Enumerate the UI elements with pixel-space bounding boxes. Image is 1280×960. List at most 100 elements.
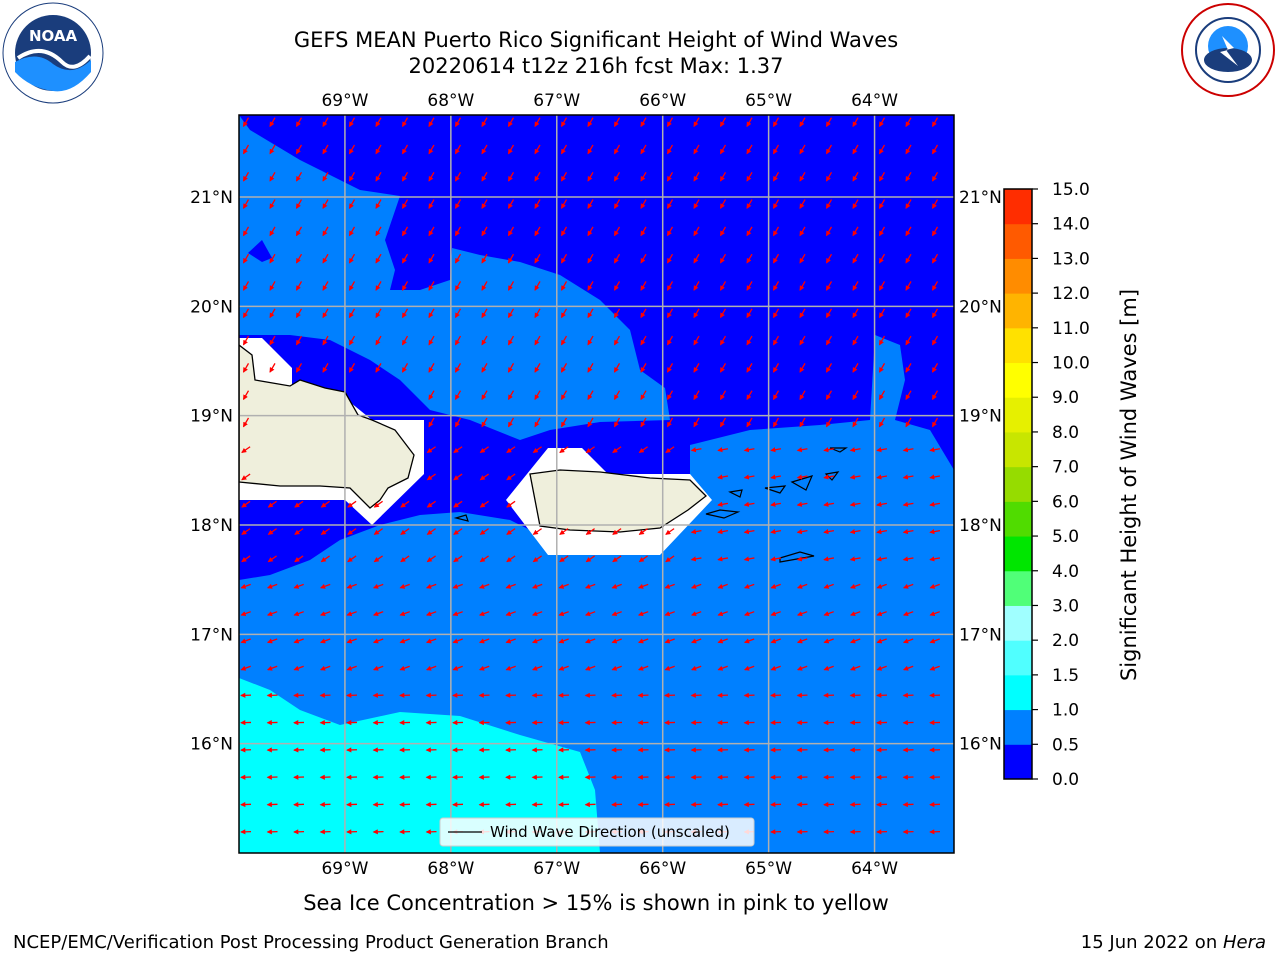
wave-direction-arrow — [346, 583, 357, 589]
wave-direction-arrow — [348, 363, 356, 373]
wave-direction-arrow — [241, 500, 251, 508]
wave-direction-arrow — [242, 199, 250, 209]
nws-logo-icon — [1181, 3, 1275, 97]
wave-direction-arrow — [481, 390, 488, 401]
wave-direction-arrow — [902, 556, 914, 562]
wave-direction-arrow — [240, 665, 251, 671]
wave-direction-arrow — [531, 583, 543, 589]
wave-direction-arrow — [401, 199, 409, 209]
wave-direction-arrow — [478, 638, 490, 644]
colorbar-segment — [1004, 570, 1032, 606]
wave-direction-arrow — [295, 363, 303, 373]
wave-direction-arrow — [428, 117, 435, 128]
wave-direction-arrow — [612, 446, 622, 454]
wave-direction-arrow — [905, 199, 912, 209]
wave-direction-arrow — [796, 474, 808, 480]
wave-direction-arrow — [931, 308, 939, 319]
colorbar-tick-label: 0.5 — [1052, 735, 1079, 755]
wave-direction-arrow — [453, 473, 463, 481]
wave-direction-arrow — [560, 144, 568, 155]
wave-direction-arrow — [269, 308, 276, 319]
wave-direction-arrow — [428, 363, 435, 373]
wave-direction-arrow — [452, 638, 463, 644]
wave-direction-arrow — [479, 528, 489, 535]
wave-direction-arrow — [375, 308, 382, 319]
wave-direction-arrow — [799, 335, 806, 346]
wave-direction-arrow — [348, 171, 356, 182]
lat-tick-label-right: 17°N — [959, 625, 1002, 645]
wave-direction-arrow — [799, 226, 806, 237]
wave-direction-arrow — [507, 253, 515, 264]
wave-direction-arrow — [372, 611, 384, 617]
wave-direction-arrow — [587, 308, 594, 319]
wave-direction-arrow — [719, 117, 727, 128]
wave-direction-arrow — [322, 335, 329, 346]
wave-direction-arrow — [372, 638, 384, 644]
wave-direction-arrow — [613, 417, 621, 428]
wave-direction-arrow — [852, 308, 859, 319]
colorbar-tick-label: 11.0 — [1052, 319, 1090, 339]
wave-direction-arrow — [242, 335, 250, 346]
wave-direction-arrow — [375, 199, 382, 209]
wave-direction-arrow — [401, 171, 409, 182]
lat-tick-label-left: 21°N — [190, 188, 233, 208]
wave-direction-arrow — [852, 363, 859, 373]
wave-direction-arrow — [375, 226, 382, 237]
wave-direction-arrow — [905, 226, 912, 237]
wave-direction-arrow — [746, 253, 753, 264]
wave-direction-arrow — [322, 199, 329, 209]
wave-direction-arrow — [560, 253, 568, 264]
wave-direction-arrow — [454, 226, 462, 237]
graticule — [239, 115, 954, 853]
wave-direction-arrow — [613, 144, 621, 155]
wave-direction-arrow — [825, 226, 833, 237]
wave-direction-arrow — [746, 390, 753, 401]
wave-direction-arrow — [348, 253, 356, 264]
wave-direction-arrow — [905, 253, 912, 264]
colorbar-tick-label: 4.0 — [1052, 562, 1079, 582]
lat-tick-label-left: 16°N — [190, 735, 233, 755]
wave-direction-arrow — [746, 171, 753, 182]
wave-direction-arrow — [878, 199, 886, 209]
wave-direction-arrow — [613, 253, 621, 264]
colorbar-segment — [1004, 709, 1032, 745]
wave-direction-arrow — [852, 417, 859, 428]
wave-direction-arrow — [453, 528, 463, 535]
colorbar-tick-label: 5.0 — [1052, 527, 1079, 547]
wave-direction-arrow — [587, 363, 594, 373]
wave-direction-arrow — [931, 199, 939, 209]
wave-direction-arrow — [322, 363, 329, 373]
wave-direction-arrow — [242, 417, 250, 428]
wave-direction-arrow — [931, 171, 939, 182]
wave-direction-arrow — [640, 390, 647, 401]
wave-direction-arrow — [453, 446, 463, 454]
wave-direction-arrow — [267, 528, 277, 535]
wave-direction-arrow — [428, 253, 435, 264]
wave-direction-arrow — [587, 335, 594, 346]
wave-direction-arrow — [266, 638, 278, 644]
wave-direction-arrow — [905, 144, 912, 155]
sea-ice-note: Sea Ice Concentration > 15% is shown in … — [303, 891, 889, 915]
wave-direction-arrow — [534, 199, 541, 209]
island-st-croix — [779, 551, 815, 563]
wave-direction-arrow — [269, 144, 276, 155]
wave-direction-arrow — [295, 199, 303, 209]
wave-direction-arrow — [743, 501, 755, 507]
wave-direction-arrow — [929, 638, 940, 644]
wave-direction-arrow — [293, 638, 304, 644]
wave-direction-arrow — [507, 281, 515, 291]
wave-direction-arrow — [269, 171, 276, 182]
wave-direction-arrow — [534, 171, 541, 182]
wave-direction-arrow — [399, 638, 410, 644]
wave-direction-arrow — [902, 447, 914, 453]
wave-direction-arrow — [373, 500, 383, 508]
wave-direction-arrow — [242, 308, 250, 319]
wave-direction-arrow — [534, 335, 541, 346]
wave-direction-arrow — [478, 583, 490, 589]
wave-direction-arrow — [931, 390, 939, 401]
wave-direction-arrow — [640, 199, 647, 209]
island-mona — [453, 514, 469, 522]
wave-direction-arrow — [772, 390, 780, 401]
wave-direction-arrow — [719, 281, 727, 291]
colorbar-frame — [1003, 188, 1033, 780]
